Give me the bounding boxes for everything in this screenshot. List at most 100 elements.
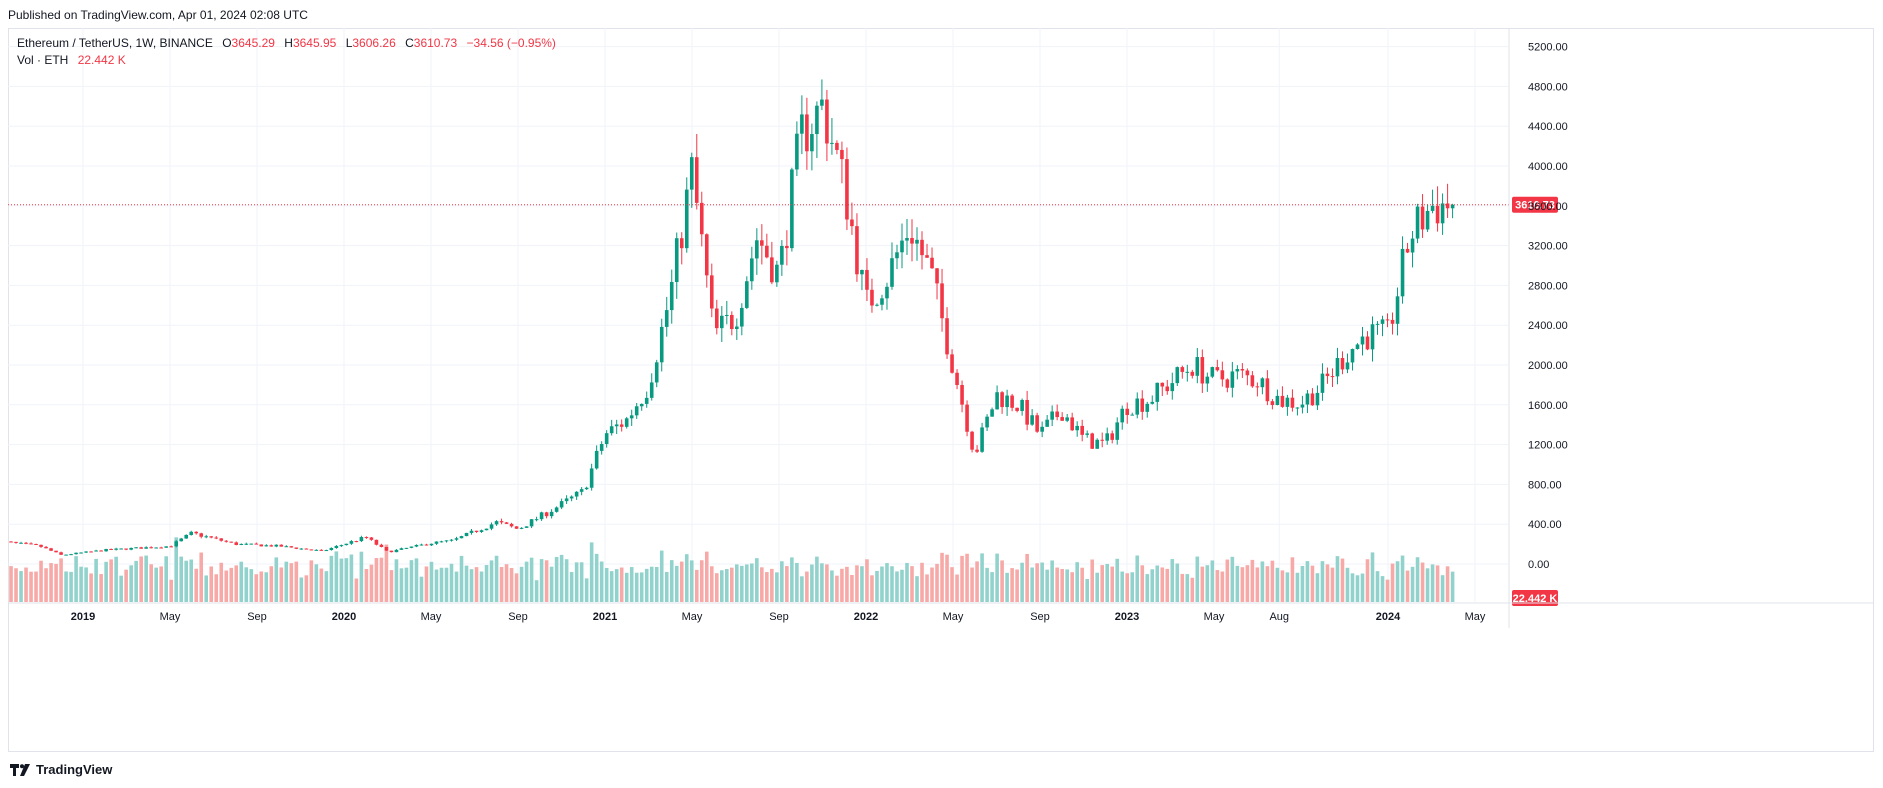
volume-bar [920, 562, 924, 602]
volume-bar [184, 560, 189, 602]
volume-bar [619, 567, 624, 602]
tradingview-footer[interactable]: TradingView [10, 762, 112, 777]
candle-body [1010, 395, 1014, 408]
volume-bar [404, 567, 409, 602]
time-axis: 2019 May Sep 2020 May Sep 2021 May Sep 2022 May Sep… [8, 602, 1874, 623]
volume-bar [274, 557, 279, 602]
volume-bar [124, 569, 128, 602]
volume-bar [1350, 573, 1355, 602]
volume-bar [324, 571, 329, 602]
volume-bar [1135, 555, 1140, 602]
volume-bar [144, 555, 148, 602]
candle-body [324, 550, 329, 552]
candle-body [199, 533, 204, 537]
volume-bar [449, 563, 454, 602]
price-chart[interactable]: 3610.73 22.442 K 5200.00 4800.00 4400.00 400… [8, 28, 1874, 752]
volume-bar [439, 567, 444, 602]
volume-bar [604, 567, 609, 602]
volume-bar [554, 556, 559, 602]
candle-body [349, 541, 354, 544]
volume-bar [394, 559, 399, 602]
candle-body [970, 431, 974, 450]
volume-bar [815, 556, 819, 602]
candle-body [860, 269, 864, 275]
candle-body [614, 424, 619, 427]
volume-bar [1450, 571, 1455, 602]
candle-body [564, 498, 569, 502]
candle-body [664, 310, 669, 327]
volume-bar [1430, 564, 1435, 602]
volume-bar [164, 556, 168, 602]
close-label: C [405, 36, 414, 50]
close-value: 3610.73 [413, 36, 458, 50]
candle-body [559, 501, 564, 508]
candle-body [1445, 203, 1450, 209]
volume-bar [1055, 567, 1059, 602]
volume-bar [735, 564, 739, 602]
candle-body [1135, 398, 1140, 415]
candle-body [1415, 206, 1420, 239]
candle-body [389, 550, 394, 553]
volume-bar [539, 559, 544, 602]
volume-bar [599, 561, 604, 602]
volume-bar [1385, 579, 1390, 602]
high-label: H [284, 36, 293, 50]
volume-bar [269, 566, 274, 602]
candle-body [1275, 395, 1280, 405]
volume-bar [514, 573, 519, 602]
y-tick-label: 3600.00 [1528, 201, 1568, 213]
candle-body [1425, 210, 1430, 230]
volume-bar [704, 551, 709, 602]
volume-bar [1310, 565, 1315, 602]
volume-bar [249, 569, 254, 602]
volume-bar [1370, 552, 1375, 602]
x-tick-label: May [682, 611, 703, 623]
volume-bar [299, 577, 304, 602]
volume-bar [1080, 567, 1084, 602]
volume-bar [689, 560, 694, 602]
candle-body [945, 318, 949, 355]
candle-body [905, 238, 909, 241]
candle-body [699, 202, 704, 235]
candle-body [679, 238, 684, 249]
candle-body [1115, 422, 1120, 440]
volume-bar [49, 563, 53, 602]
candle-body [1355, 344, 1360, 350]
x-tick-label: 2020 [332, 611, 356, 623]
volume-bar [719, 570, 724, 602]
volume-bar [464, 565, 469, 602]
volume-bar [229, 567, 234, 602]
candle-body [1420, 206, 1425, 230]
candle-body [1070, 417, 1074, 431]
volume-value: 22.442 K [77, 53, 126, 67]
volume-bar [910, 566, 914, 602]
candle-body [1105, 433, 1110, 441]
candle-body [129, 547, 133, 550]
volume-bar [334, 551, 339, 602]
volume-bar [775, 572, 779, 602]
candle-body [539, 512, 544, 520]
volume-bar [424, 566, 429, 602]
candle-body [830, 142, 834, 144]
volume-bar [114, 556, 118, 602]
candle-body [644, 397, 649, 404]
y-tick-label: 800.00 [1528, 479, 1562, 491]
volume-bar [900, 569, 904, 602]
candle-body [554, 507, 559, 512]
candle-body [1170, 383, 1175, 392]
candle-body [359, 537, 364, 542]
candle-body [1140, 398, 1145, 412]
candle-body [299, 548, 304, 550]
candle-body [574, 491, 579, 497]
tradingview-logo-icon [10, 763, 30, 776]
volume-bar [790, 557, 794, 602]
volume-bar [750, 563, 754, 602]
x-tick-label: Sep [1030, 611, 1050, 623]
price-axis: 5200.00 4800.00 4400.00 4000.00 3600.00 3200.… [1508, 28, 1568, 628]
candle-body [840, 149, 844, 160]
volume-bar [810, 564, 814, 602]
volume-bar [1160, 567, 1165, 602]
candle-body [1175, 367, 1180, 384]
candle-body [1300, 404, 1305, 408]
candle-body [674, 238, 679, 283]
